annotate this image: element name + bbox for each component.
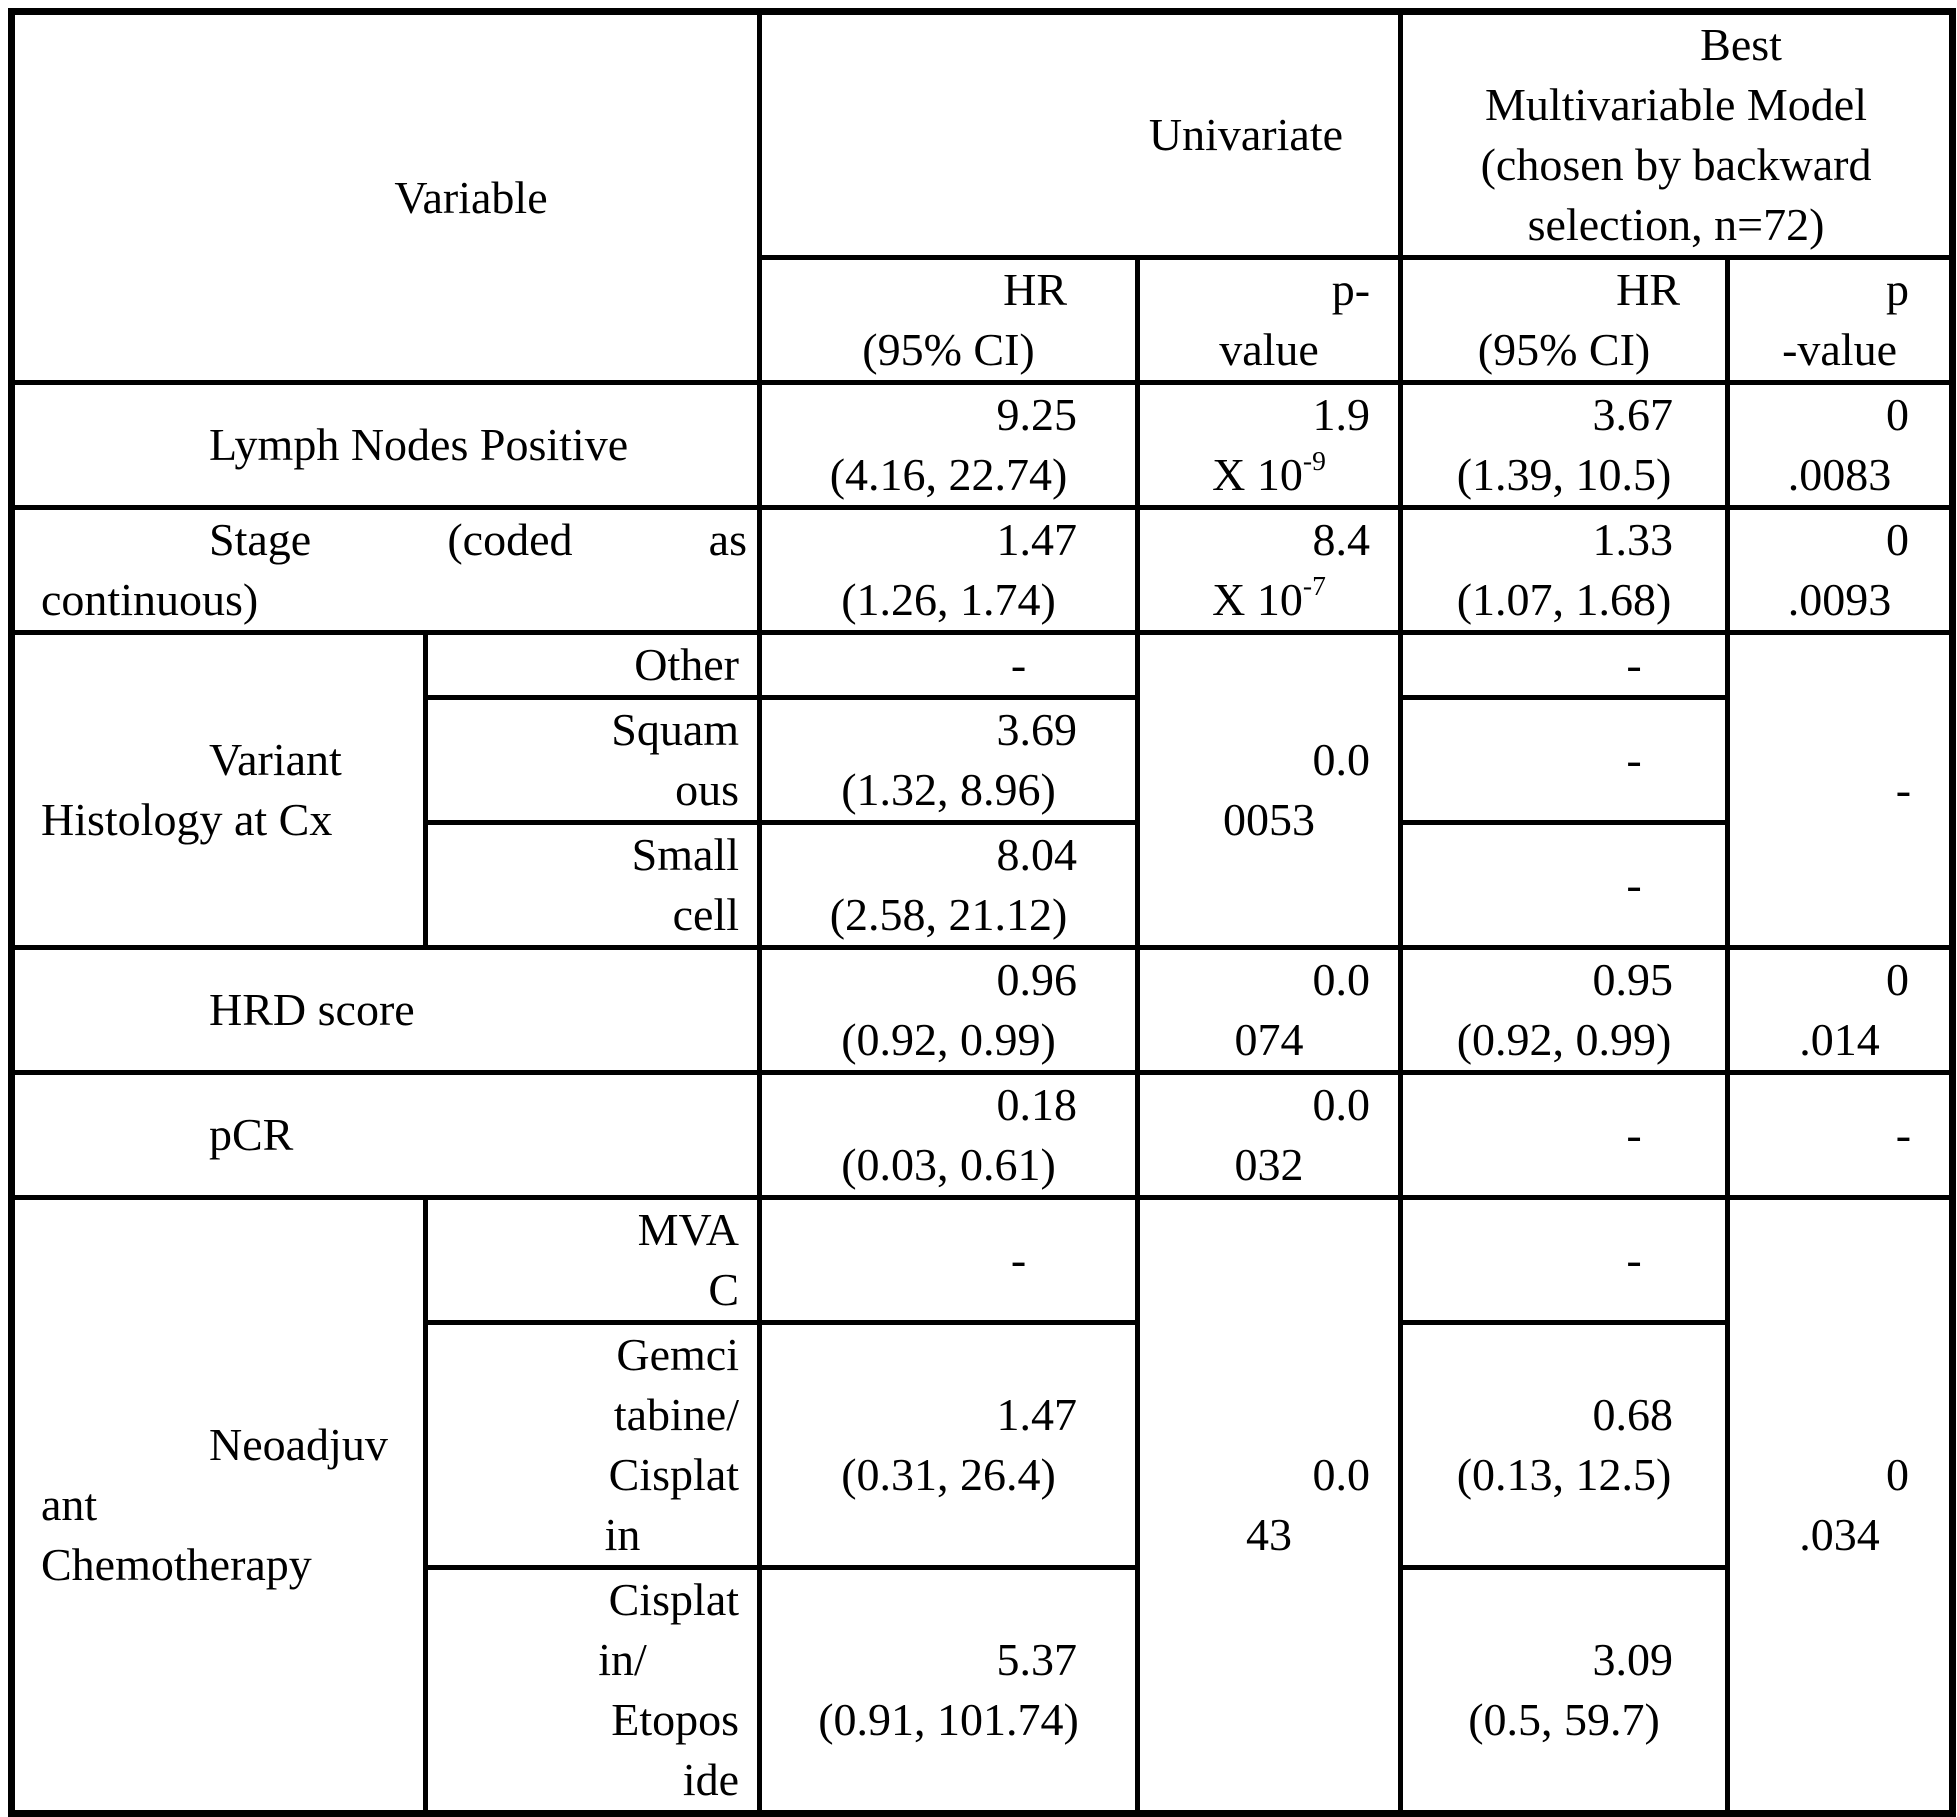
cell-neo-uni-p: 0.0 43 [1135,1195,1404,1816]
cell-variant-cat-squamous: Squam ous [422,695,763,825]
row-stage: Stage (coded as continuous) 1.47 (1.26, … [8,505,1956,635]
cell-hrd-uni-hr: 0.96 (0.92, 0.99) [757,945,1141,1075]
cell-pcr-uni-p: 0.0 032 [1135,1070,1404,1200]
row-pcr: pCR 0.18 (0.03, 0.61) 0.0 032 - - [8,1070,1956,1200]
row-variant-other: Variant Histology at Cx Other - 0.0 0053… [9,630,1956,950]
header-multi-pvalue: p -value [1725,255,1956,385]
header-variable: Variable [8,9,763,385]
cell-stage-label: Stage (coded as continuous) [8,505,763,635]
exponent: -7 [1302,570,1326,601]
cell-variant-multi-p: - [1725,630,1956,950]
cell-neo-cat-mvac: MVA C [422,1195,763,1325]
cell-variant-squamous-uni-hr: 3.69 (1.32, 8.96) [757,695,1141,825]
cell-pcr-label: pCR [8,1070,763,1200]
header-variable-label: Variable [394,171,548,223]
header-multivariable: Best Multivariable Model (chosen by back… [1398,9,1956,260]
cell-neo-mvac-multi-hr: - [1398,1195,1731,1325]
row-hrd-score: HRD score 0.96 (0.92, 0.99) 0.0 074 0.95… [8,945,1956,1075]
cell-variant-squamous-multi-hr: - [1398,695,1731,825]
header-univariate: Univariate [757,9,1404,260]
cell-variant-other-uni-hr: - [757,630,1141,700]
row-variant-squamous: Squam ous 3.69 (1.32, 8.96) - [12,695,1953,825]
cell-stage-multi-hr: 1.33 (1.07, 1.68) [1398,505,1731,635]
header-uni-pvalue: p- value [1135,255,1404,385]
cell-hrd-uni-p: 0.0 074 [1135,945,1404,1075]
cell-lymph-uni-hr: 9.25 (4.16, 22.74) [757,380,1141,510]
header-univariate-label: Univariate [1148,109,1344,160]
cell-neo-cat-gem: Gemci tabine/ Cisplat in [422,1320,763,1570]
cell-stage-uni-p: 8.4 X 10-7 [1135,505,1404,635]
cell-hrd-label: HRD score [8,945,763,1075]
cell-hrd-multi-p: 0 .014 [1725,945,1956,1075]
cell-variant-cat-small: Small cell [422,820,763,950]
cell-stage-uni-hr: 1.47 (1.26, 1.74) [757,505,1141,635]
cell-variant-cat-other: Other [422,630,763,700]
cell-pcr-multi-p: - [1725,1070,1956,1200]
cell-variant-uni-p: 0.0 0053 [1135,630,1404,950]
cell-variant-small-multi-hr: - [1398,820,1731,950]
cell-pcr-uni-hr: 0.18 (0.03, 0.61) [757,1070,1141,1200]
cell-neo-mvac-uni-hr: - [757,1195,1141,1325]
cell-neo-cis-uni-hr: 5.37 (0.91, 101.74) [757,1565,1141,1816]
cell-lymph-multi-hr: 3.67 (1.39, 10.5) [1398,380,1731,510]
cell-neo-label: Neoadjuv ant Chemotherapy [9,1195,428,1816]
cell-lymph-uni-p: 1.9 X 10-9 [1135,380,1404,510]
cell-neo-multi-p: 0 .034 [1725,1195,1956,1816]
cell-hrd-multi-hr: 0.95 (0.92, 0.99) [1398,945,1731,1075]
cell-pcr-multi-hr: - [1398,1070,1731,1200]
exponent: -9 [1302,445,1326,476]
cell-stage-multi-p: 0 .0093 [1725,505,1956,635]
cell-variant-small-uni-hr: 8.04 (2.58, 21.12) [757,820,1141,950]
row-lymph-nodes-positive: Lymph Nodes Positive 9.25 (4.16, 22.74) … [8,380,1956,510]
row-neo-mvac: Neoadjuv ant Chemotherapy MVA C - 0.0 43… [9,1195,1956,1816]
cell-lymph-label: Lymph Nodes Positive [8,380,763,510]
cell-neo-gem-uni-hr: 1.47 (0.31, 26.4) [757,1320,1141,1570]
cell-variant-other-multi-hr: - [1398,630,1731,700]
cell-variant-label: Variant Histology at Cx [9,630,428,950]
hazard-ratio-table: Variable Univariate Best Multivariable M… [8,8,1957,1817]
header-uni-hr: HR (95% CI) [757,255,1141,385]
row-neo-gemcitabine-cisplatin: Gemci tabine/ Cisplat in 1.47 (0.31, 26.… [12,1320,1953,1570]
cell-neo-cat-cis: Cisplat in/ Etopos ide [422,1565,763,1816]
cell-neo-gem-multi-hr: 0.68 (0.13, 12.5) [1398,1320,1731,1570]
header-multi-hr: HR (95% CI) [1398,255,1731,385]
cell-lymph-multi-p: 0 .0083 [1725,380,1956,510]
cell-neo-cis-multi-hr: 3.09 (0.5, 59.7) [1398,1565,1731,1816]
row-variant-small-cell: Small cell 8.04 (2.58, 21.12) - [12,820,1953,950]
